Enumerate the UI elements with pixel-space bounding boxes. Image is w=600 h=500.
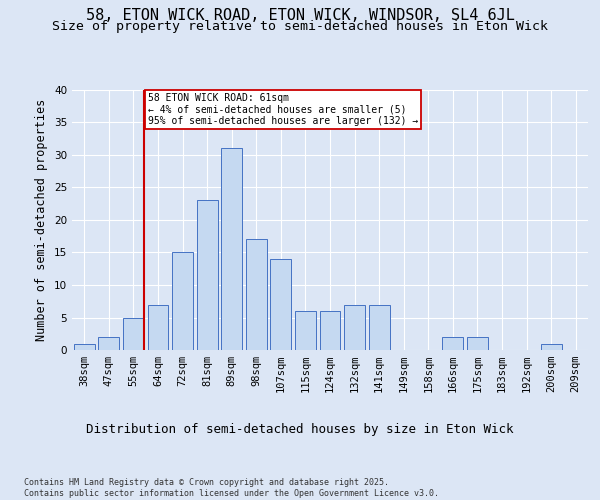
Bar [295, 311, 316, 350]
Bar [197, 200, 218, 350]
Bar [271, 259, 292, 350]
Bar [246, 240, 267, 350]
Bar [541, 344, 562, 350]
Text: 58, ETON WICK ROAD, ETON WICK, WINDSOR, SL4 6JL: 58, ETON WICK ROAD, ETON WICK, WINDSOR, … [86, 8, 514, 22]
Y-axis label: Number of semi-detached properties: Number of semi-detached properties [35, 99, 49, 341]
Bar [320, 311, 340, 350]
Bar [221, 148, 242, 350]
Text: Size of property relative to semi-detached houses in Eton Wick: Size of property relative to semi-detach… [52, 20, 548, 33]
Bar [344, 304, 365, 350]
Bar [172, 252, 193, 350]
Bar [442, 337, 463, 350]
Bar [148, 304, 169, 350]
Text: Distribution of semi-detached houses by size in Eton Wick: Distribution of semi-detached houses by … [86, 422, 514, 436]
Bar [123, 318, 144, 350]
Text: 58 ETON WICK ROAD: 61sqm
← 4% of semi-detached houses are smaller (5)
95% of sem: 58 ETON WICK ROAD: 61sqm ← 4% of semi-de… [148, 93, 418, 126]
Bar [98, 337, 119, 350]
Bar [467, 337, 488, 350]
Bar [368, 304, 389, 350]
Text: Contains HM Land Registry data © Crown copyright and database right 2025.
Contai: Contains HM Land Registry data © Crown c… [24, 478, 439, 498]
Bar [74, 344, 95, 350]
